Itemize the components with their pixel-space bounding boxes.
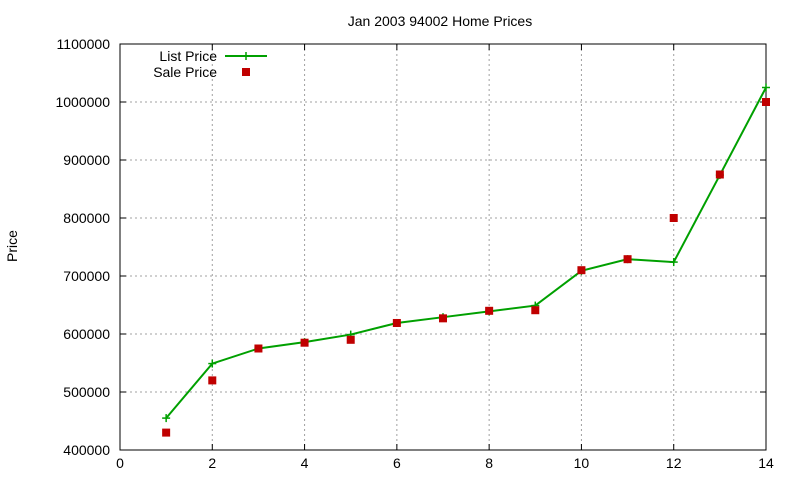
plot-frame: [119, 43, 767, 451]
sale-price-point: [715, 170, 724, 179]
y-tick-label: 900000: [63, 152, 110, 168]
list-price-point: [162, 414, 171, 423]
sale-price-point: [531, 306, 540, 315]
sale-price-point: [669, 214, 678, 222]
sale-price-point: [254, 344, 263, 353]
y-tick-label: 400000: [63, 442, 110, 458]
y-tick-label: 500000: [63, 384, 110, 400]
grid-layer: [120, 44, 766, 450]
sale-price-point: [208, 376, 217, 385]
legend-marker-list-price: [242, 52, 250, 60]
list-price-point: [669, 258, 678, 267]
x-tick-label: 4: [301, 455, 309, 471]
y-tick-label: 700000: [63, 268, 110, 284]
sale-price-point: [762, 98, 770, 106]
x-tick-label: 14: [758, 455, 774, 471]
list-price-line: [165, 87, 767, 419]
y-tick-label: 1000000: [55, 94, 110, 110]
sale-price-point: [623, 255, 632, 264]
sale-price-point: [162, 428, 171, 437]
list-price-point: [208, 359, 217, 368]
y-tick-label: 600000: [63, 326, 110, 342]
y-axis-label: Price: [4, 230, 20, 262]
series-layer: [162, 83, 770, 437]
sale-price-point: [485, 306, 494, 315]
y-tick-label: 1100000: [57, 36, 111, 52]
sale-price-point: [346, 335, 355, 344]
legend-label-sale-price: Sale Price: [153, 64, 217, 80]
chart-title: Jan 2003 94002 Home Prices: [348, 13, 532, 29]
sale-price-point: [577, 266, 586, 275]
x-tick-label: 2: [208, 455, 216, 471]
sale-price-point: [392, 318, 401, 327]
y-tick-label: 800000: [63, 210, 110, 226]
x-tick-label: 10: [574, 455, 590, 471]
x-tick-label: 8: [485, 455, 493, 471]
legend-label-list-price: List Price: [159, 48, 217, 64]
x-tick-label: 0: [116, 455, 124, 471]
ticks-layer: 0 2 4 6 8 10 12 14 400000 500000 600000 700000 80000…: [55, 36, 774, 471]
sale-price-point: [300, 338, 309, 347]
list-price-point: [762, 83, 770, 92]
x-tick-label: 6: [393, 455, 401, 471]
legend-marker-sale-price: [242, 68, 250, 76]
sale-price-point: [439, 314, 447, 323]
x-tick-label: 12: [666, 455, 682, 471]
